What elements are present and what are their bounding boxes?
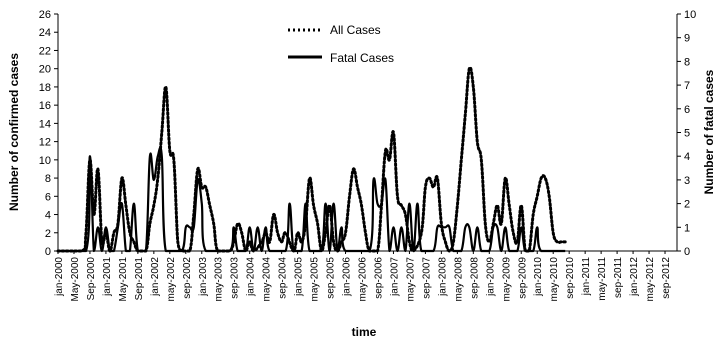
x-tick-label: sep-2004 xyxy=(278,257,289,299)
left-tick-label: 22 xyxy=(39,45,51,57)
right-tick-label: 8 xyxy=(684,56,690,68)
left-tick-label: 10 xyxy=(39,155,51,167)
series-layer xyxy=(56,66,567,253)
legend-label-fatal-cases: Fatal Cases xyxy=(330,51,394,65)
left-axis-title: Number of confirmed cases xyxy=(7,53,21,211)
x-tick-label: jan-2004 xyxy=(246,257,257,297)
left-tick-label: 12 xyxy=(39,137,51,149)
x-tick-label: sep-2007 xyxy=(421,257,432,299)
x-tick-label: sep-2003 xyxy=(230,257,241,299)
right-tick-label: 7 xyxy=(684,80,690,92)
left-tick-label: 2 xyxy=(45,228,51,240)
left-tick-label: 8 xyxy=(45,173,51,185)
x-axis: jan-2000 May-2000 Sep-2000 jan-2001 May-2001… xyxy=(54,250,677,302)
x-tick-label: sep-2010 xyxy=(565,257,576,299)
right-y-axis: 0 1 2 3 4 5 6 7 8 9 10 xyxy=(676,9,696,258)
left-tick-label: 16 xyxy=(39,100,51,112)
fatal-cases-line xyxy=(58,146,566,253)
legend-label-all-cases: All Cases xyxy=(330,23,381,37)
right-tick-label: 6 xyxy=(684,104,690,116)
x-tick-label: jan-2001 xyxy=(102,257,113,297)
left-tick-label: 24 xyxy=(39,27,51,39)
x-tick-label: jan-2008 xyxy=(437,257,448,297)
all-cases-line xyxy=(56,66,567,253)
x-tick-label: may-2010 xyxy=(549,257,560,302)
x-tick-label: sep-2012 xyxy=(661,257,672,299)
x-tick-label: jan-2006 xyxy=(342,257,353,297)
legend: All Cases Fatal Cases xyxy=(288,23,394,65)
right-tick-label: 5 xyxy=(684,128,690,140)
left-tick-label: 20 xyxy=(39,64,51,76)
right-tick-label: 3 xyxy=(684,175,690,187)
x-tick-label: May-2000 xyxy=(70,257,81,302)
right-tick-label: 2 xyxy=(684,199,690,211)
x-tick-label: sep-2005 xyxy=(326,257,337,299)
right-tick-label: 10 xyxy=(684,9,696,21)
left-tick-label: 18 xyxy=(39,82,51,94)
left-tick-label: 6 xyxy=(45,191,51,203)
x-tick-label: jan-2007 xyxy=(389,257,400,297)
x-tick-label: jan-2009 xyxy=(485,257,496,297)
x-tick-label: Sep-2001 xyxy=(134,257,145,301)
x-tick-label: jan-2011 xyxy=(581,257,592,297)
x-tick-label: May-2001 xyxy=(118,257,129,302)
right-tick-label: 0 xyxy=(684,246,690,258)
x-tick-label: may-2003 xyxy=(214,257,225,302)
left-tick-label: 0 xyxy=(45,246,51,258)
x-tick-label: may-2002 xyxy=(166,257,177,302)
x-tick-label: jan-2002 xyxy=(150,257,161,297)
x-tick-label: may-2008 xyxy=(453,257,464,302)
x-tick-label: sep-2009 xyxy=(517,257,528,299)
x-tick-label: jan-2000 xyxy=(54,257,65,297)
x-tick-label: Sep-2000 xyxy=(86,257,97,301)
right-tick-label: 9 xyxy=(684,33,690,45)
x-tick-label: sep-2008 xyxy=(469,257,480,299)
left-tick-label: 26 xyxy=(39,9,51,21)
x-tick-label: may-2011 xyxy=(597,257,608,301)
right-tick-label: 4 xyxy=(684,151,690,163)
x-axis-title: time xyxy=(352,325,377,339)
right-tick-label: 1 xyxy=(684,222,690,234)
x-tick-label: jan-2012 xyxy=(629,257,640,297)
x-tick-label: sep-2002 xyxy=(182,257,193,299)
x-tick-label: jan-2005 xyxy=(294,257,305,297)
x-tick-label: sep-2006 xyxy=(373,257,384,299)
x-tick-label: may-2004 xyxy=(262,257,273,302)
x-tick-label: may-2007 xyxy=(405,257,416,302)
x-tick-label: may-2012 xyxy=(645,257,656,302)
x-tick-label: may-2009 xyxy=(501,257,512,302)
x-tick-label: jan-2003 xyxy=(198,257,209,297)
x-tick-label: may-2005 xyxy=(310,257,321,302)
left-tick-label: 14 xyxy=(39,118,51,130)
right-axis-title: Number of fatal cases xyxy=(702,69,716,194)
x-tick-label: may-2006 xyxy=(358,257,369,302)
x-tick-label: jan-2010 xyxy=(533,257,544,297)
left-tick-label: 4 xyxy=(45,210,51,222)
x-tick-label: sep-2011 xyxy=(613,257,624,298)
